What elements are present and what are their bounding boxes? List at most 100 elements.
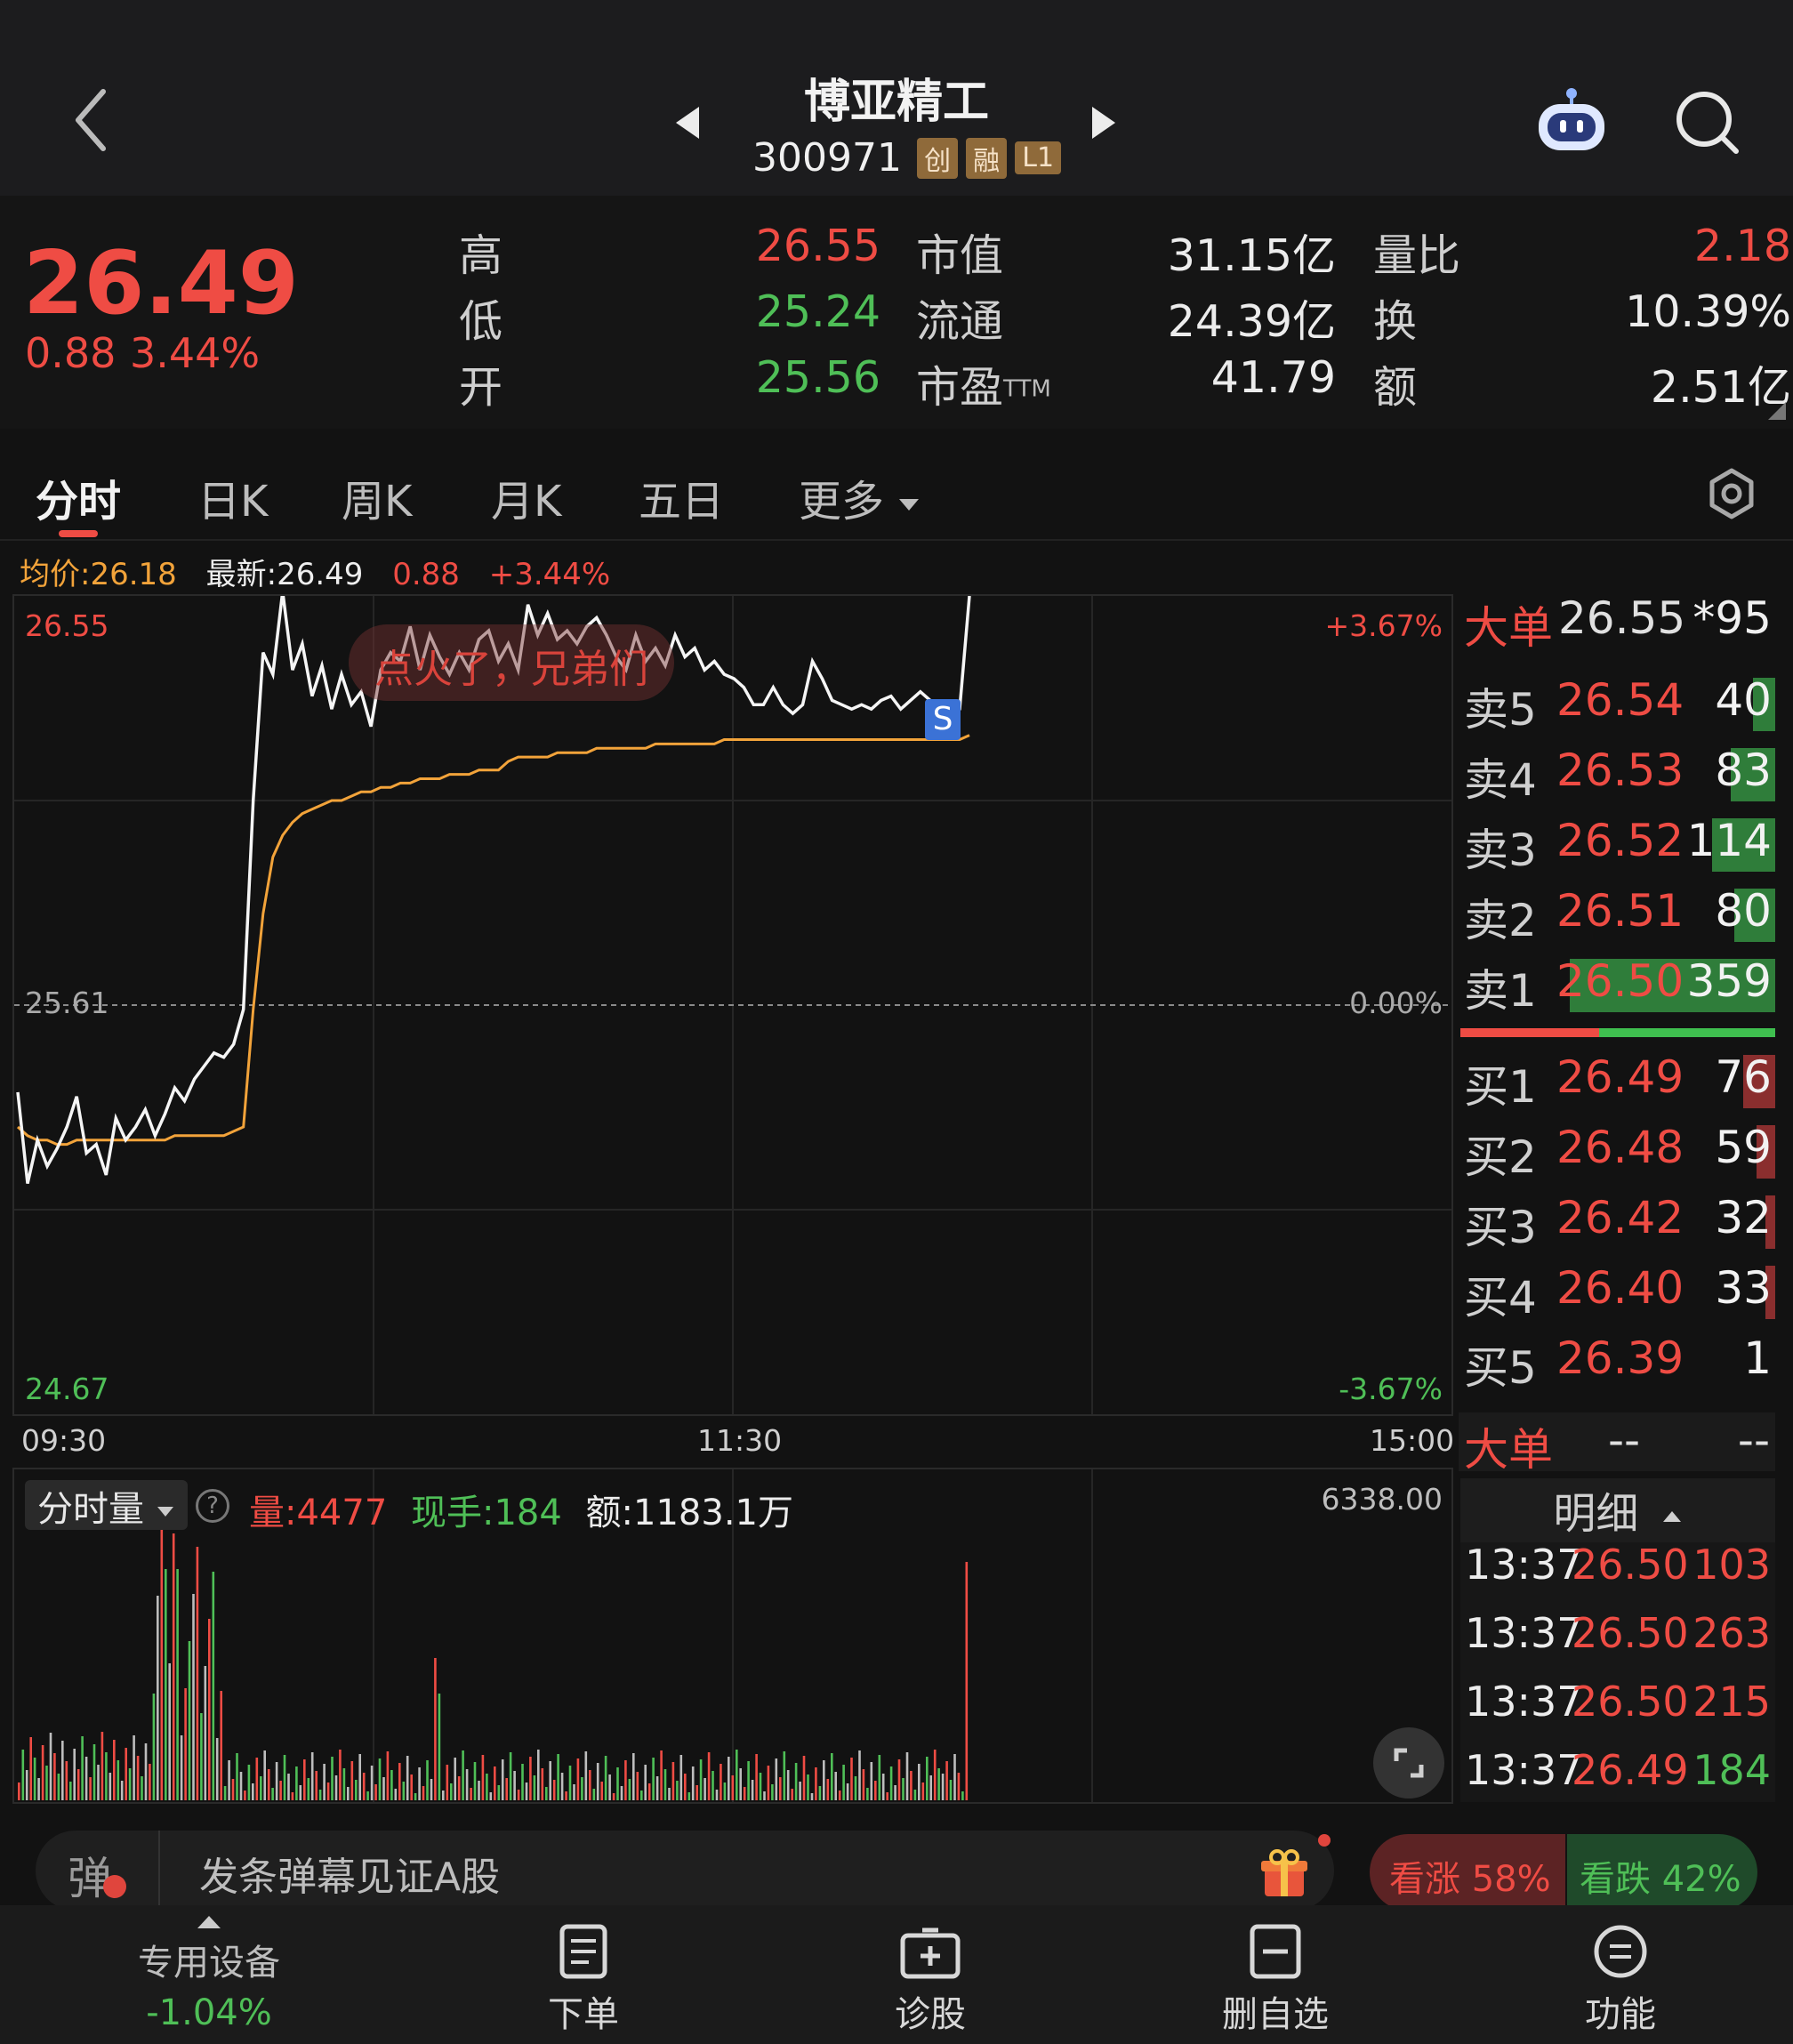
- volume-bar: [505, 1778, 508, 1800]
- nav-function[interactable]: 功能: [1532, 1923, 1709, 2037]
- settings-icon[interactable]: [1706, 468, 1757, 523]
- stock-code: 300971: [752, 135, 902, 181]
- tab-intraday[interactable]: 分时: [36, 477, 122, 527]
- big-order-row[interactable]: 大单 26.55 *95: [1459, 592, 1775, 656]
- sector-indicator[interactable]: 专用设备 -1.04%: [107, 1914, 311, 2044]
- danmu-badge[interactable]: 弹: [36, 1831, 160, 1911]
- volume-bar: [307, 1778, 310, 1800]
- signal-marker-text: S: [932, 701, 953, 737]
- ask-row-4[interactable]: 卖2 26.51 80: [1459, 885, 1775, 954]
- volume-bar: [878, 1755, 881, 1800]
- detail-row-4[interactable]: 13:37 26.49 184: [1463, 1746, 1774, 1808]
- volume-bar: [406, 1756, 409, 1800]
- bid-price: 26.49: [1556, 1051, 1684, 1103]
- dropdown-icon: [899, 499, 920, 511]
- bid-row-4[interactable]: 买4 26.40 33: [1459, 1262, 1775, 1332]
- detail-row-1[interactable]: 13:37 26.50 103: [1463, 1541, 1774, 1603]
- tab-daily-k[interactable]: 日K: [197, 477, 269, 527]
- danmu-input-bar[interactable]: 弹 发条弹幕见证A股: [36, 1831, 1334, 1911]
- bid-ratio-segment: [1460, 1028, 1599, 1037]
- back-icon[interactable]: [69, 84, 114, 159]
- big-order-2-label: 大单: [1464, 1424, 1553, 1476]
- ask-row-2[interactable]: 卖4 26.53 83: [1459, 744, 1775, 814]
- ask-label: 卖5: [1464, 684, 1537, 736]
- tab-five-day[interactable]: 五日: [639, 477, 725, 527]
- detail-time: 13:37: [1465, 1609, 1583, 1657]
- volume-bar: [105, 1752, 108, 1800]
- nav-diagnose[interactable]: 诊股: [841, 1923, 1019, 2037]
- volume-bar: [208, 1619, 211, 1800]
- prev-stock-icon[interactable]: [672, 105, 703, 144]
- volume-bar: [679, 1755, 683, 1800]
- volume-bar: [196, 1547, 199, 1800]
- volume-bar: [279, 1781, 282, 1800]
- order-icon: [559, 1924, 607, 1979]
- low-value: 25.24: [755, 286, 880, 337]
- ask-label: 卖3: [1464, 825, 1537, 876]
- robot-assistant-icon[interactable]: [1532, 84, 1612, 159]
- volume-bar: [728, 1757, 730, 1800]
- ask-row-3[interactable]: 卖3 26.52 114: [1459, 815, 1775, 884]
- volume-bar: [462, 1750, 464, 1800]
- tab-more[interactable]: 更多: [799, 466, 921, 528]
- ask-row-1[interactable]: 卖5 26.54 40: [1459, 674, 1775, 744]
- fullscreen-button[interactable]: [1373, 1727, 1444, 1799]
- ask-row-5[interactable]: 卖1 26.50 359: [1459, 955, 1775, 1025]
- nav-order[interactable]: 下单: [494, 1923, 672, 2037]
- search-icon[interactable]: [1674, 89, 1741, 160]
- bid-row-1[interactable]: 买1 26.49 76: [1459, 1051, 1775, 1121]
- ask-price: 26.53: [1556, 744, 1684, 796]
- gift-icon[interactable]: [1258, 1847, 1311, 1903]
- volume-bar: [398, 1763, 401, 1800]
- next-stock-icon[interactable]: [1089, 105, 1119, 144]
- volume-bar: [815, 1767, 817, 1800]
- ask-qty: 114: [1686, 815, 1772, 866]
- volume-bar: [426, 1760, 429, 1800]
- volume-bar: [144, 1743, 148, 1800]
- bid-volume-bar: [1743, 1055, 1775, 1108]
- bid-row-3[interactable]: 买3 26.42 32: [1459, 1192, 1775, 1261]
- bearish-button[interactable]: 看跌 42%: [1567, 1834, 1757, 1911]
- pe-label-ttm: TTM: [1003, 375, 1051, 403]
- volume-bar: [457, 1776, 461, 1800]
- help-icon[interactable]: ?: [196, 1489, 229, 1523]
- volume-bar: [394, 1789, 398, 1800]
- volume-selector[interactable]: 分时量: [25, 1480, 188, 1530]
- expand-corner-icon[interactable]: [1768, 402, 1786, 423]
- volume-bar: [271, 1788, 274, 1800]
- intraday-chart[interactable]: 26.55 25.61 24.67 +3.67% 0.00% -3.67% 点火…: [12, 594, 1453, 1416]
- volume-bar: [779, 1777, 782, 1800]
- bid-row-5[interactable]: 买5 26.39 1: [1459, 1332, 1775, 1402]
- tab-monthly-k[interactable]: 月K: [491, 477, 562, 527]
- volume-bar: [533, 1775, 536, 1800]
- danmu-input-placeholder[interactable]: 发条弹幕见证A股: [199, 1855, 501, 1900]
- signal-marker[interactable]: S: [925, 699, 961, 740]
- volume-bar: [624, 1760, 627, 1800]
- sector-pct: -1.04%: [146, 1992, 272, 2033]
- amount-value-vol: 额:1183.1万: [585, 1493, 793, 1533]
- volume-bar: [255, 1758, 259, 1800]
- volume-bar: [620, 1786, 623, 1800]
- volume-bar: [965, 1562, 969, 1800]
- tab-weekly-k[interactable]: 周K: [342, 477, 413, 527]
- volume-info: 量:4477 现手:184 额:1183.1万: [249, 1484, 793, 1535]
- detail-row-2[interactable]: 13:37 26.50 263: [1463, 1609, 1774, 1671]
- volume-chart[interactable]: 分时量 ? 量:4477 现手:184 额:1183.1万 6338.00: [12, 1468, 1453, 1804]
- bid-row-2[interactable]: 买2 26.48 59: [1459, 1122, 1775, 1191]
- ask-price: 26.50: [1556, 955, 1684, 1007]
- volume-bar: [382, 1777, 385, 1800]
- volume-bar: [949, 1780, 953, 1800]
- volume-bar: [430, 1779, 433, 1800]
- detail-header[interactable]: 明细: [1460, 1478, 1775, 1542]
- nav-remove-watchlist[interactable]: 删自选: [1186, 1923, 1364, 2037]
- volume-bar: [663, 1769, 667, 1800]
- bid-label: 买4: [1464, 1272, 1537, 1324]
- big-order-row-2[interactable]: 大单 -- --: [1459, 1412, 1775, 1476]
- volume-bar: [668, 1788, 671, 1800]
- volume-bar: [414, 1793, 417, 1800]
- volume-bar: [640, 1791, 643, 1800]
- bullish-button[interactable]: 看涨 58%: [1370, 1834, 1565, 1911]
- open-value: 25.56: [755, 352, 880, 403]
- detail-row-3[interactable]: 13:37 26.50 215: [1463, 1678, 1774, 1740]
- mktcap-value: 31.15亿: [1167, 230, 1336, 281]
